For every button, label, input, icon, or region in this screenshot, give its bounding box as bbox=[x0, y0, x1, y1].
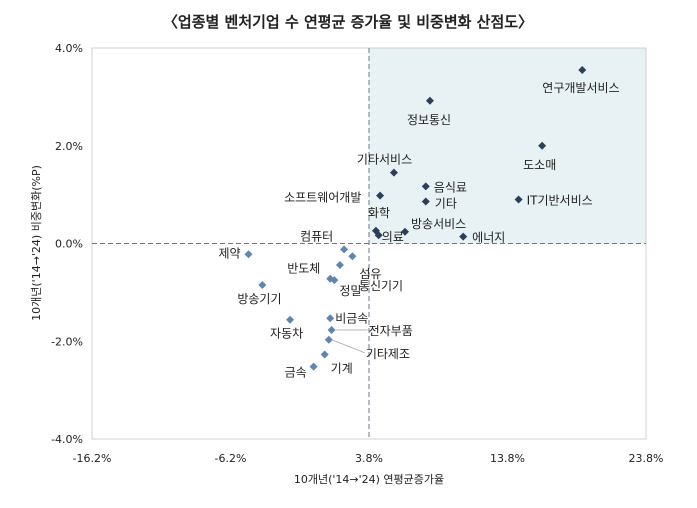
data-point bbox=[421, 182, 430, 191]
data-point bbox=[459, 232, 468, 241]
data-point bbox=[348, 252, 357, 261]
x-tick-label: 23.8% bbox=[629, 452, 664, 465]
data-point bbox=[324, 335, 333, 344]
data-point bbox=[374, 231, 383, 240]
data-label: 기타 bbox=[435, 196, 457, 210]
data-point bbox=[425, 96, 434, 105]
data-point bbox=[326, 314, 335, 323]
x-axis-title: 10개년('14→'24) 연평균증가율 bbox=[294, 473, 444, 486]
data-point bbox=[514, 195, 523, 204]
data-label: 정밀 bbox=[339, 284, 361, 298]
data-label: 컴퓨터 bbox=[300, 229, 333, 243]
data-label: 방송기기 bbox=[237, 292, 281, 306]
highlight-quadrant bbox=[369, 48, 646, 244]
y-tick-label: -2.0% bbox=[51, 335, 83, 348]
data-point bbox=[330, 276, 339, 285]
data-label: 의료 bbox=[382, 230, 404, 244]
data-label: 자동차 bbox=[270, 327, 303, 341]
y-tick-label: 2.0% bbox=[55, 140, 83, 153]
data-label: 기타서비스 bbox=[357, 153, 412, 167]
data-point bbox=[389, 168, 398, 177]
data-label: 도소매 bbox=[523, 158, 556, 172]
plot-area: 4.0% 2.0% 0.0% -2.0% -4.0% -16.2% -6.2% 3.8% 13.… bbox=[51, 42, 663, 465]
data-point bbox=[327, 326, 336, 335]
data-point bbox=[335, 261, 344, 270]
data-label: 비금속 bbox=[335, 311, 368, 325]
data-point bbox=[258, 281, 267, 290]
data-point bbox=[421, 197, 430, 206]
data-label: IT기반서비스 bbox=[527, 194, 593, 208]
data-label: 화학 bbox=[368, 206, 390, 220]
data-label: 기타제조 bbox=[366, 347, 410, 361]
data-label: 연구개발서비스 bbox=[542, 81, 619, 95]
data-label: 제약 bbox=[219, 245, 241, 260]
x-tick-label: 13.8% bbox=[490, 452, 525, 465]
y-axis-title: 10개년('14→'24) 비중변화(%P) bbox=[30, 165, 43, 321]
data-point bbox=[401, 227, 410, 236]
data-label: 음식료 bbox=[434, 180, 467, 194]
chart-title: 〈업종별 벤처기업 수 연평균 증가율 및 비중변화 산점도〉 bbox=[163, 13, 533, 31]
data-point bbox=[376, 191, 385, 200]
x-tick-label: -16.2% bbox=[73, 452, 112, 465]
y-tick-label: 4.0% bbox=[55, 42, 83, 55]
data-label: 전자부품 bbox=[369, 324, 413, 338]
data-label: 반도체 bbox=[287, 262, 320, 276]
data-label: 정보통신 bbox=[407, 113, 451, 127]
y-tick-label: 0.0% bbox=[55, 238, 83, 251]
data-label: 섬유 bbox=[359, 267, 381, 281]
data-label: 에너지 bbox=[472, 231, 505, 245]
data-point bbox=[578, 65, 587, 74]
data-point bbox=[286, 315, 295, 324]
leader-line bbox=[331, 339, 366, 354]
data-label: 통신기기 bbox=[359, 279, 403, 293]
data-point bbox=[244, 250, 253, 259]
y-tick-label: -4.0% bbox=[51, 433, 83, 446]
data-label: 방송서비스 bbox=[411, 217, 466, 231]
data-point bbox=[309, 362, 318, 371]
data-point bbox=[340, 245, 349, 254]
data-point bbox=[320, 350, 329, 359]
x-tick-label: 3.8% bbox=[355, 452, 383, 465]
data-label: 금속 bbox=[285, 366, 307, 380]
data-label: 소프트웨어개발 bbox=[284, 191, 361, 205]
data-label: 기계 bbox=[331, 361, 353, 375]
x-tick-label: -6.2% bbox=[215, 452, 247, 465]
data-point bbox=[538, 141, 547, 150]
